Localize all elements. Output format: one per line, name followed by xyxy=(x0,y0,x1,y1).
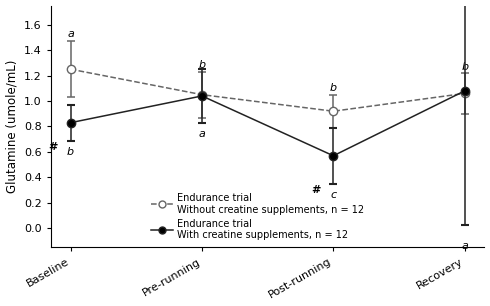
Legend: Endurance trial
Without creatine supplements, n = 12, Endurance trial
With creat: Endurance trial Without creatine supplem… xyxy=(151,193,365,240)
Text: b: b xyxy=(330,84,337,93)
Text: b: b xyxy=(198,61,205,70)
Text: b: b xyxy=(461,62,468,72)
Text: #: # xyxy=(48,142,57,152)
Text: c: c xyxy=(330,190,337,200)
Text: b: b xyxy=(67,147,74,157)
Text: a: a xyxy=(198,129,205,139)
Text: a: a xyxy=(67,29,74,39)
Text: a: a xyxy=(461,241,468,251)
Text: #: # xyxy=(311,185,320,195)
Y-axis label: Glutamine (umole/mL): Glutamine (umole/mL) xyxy=(5,60,19,193)
